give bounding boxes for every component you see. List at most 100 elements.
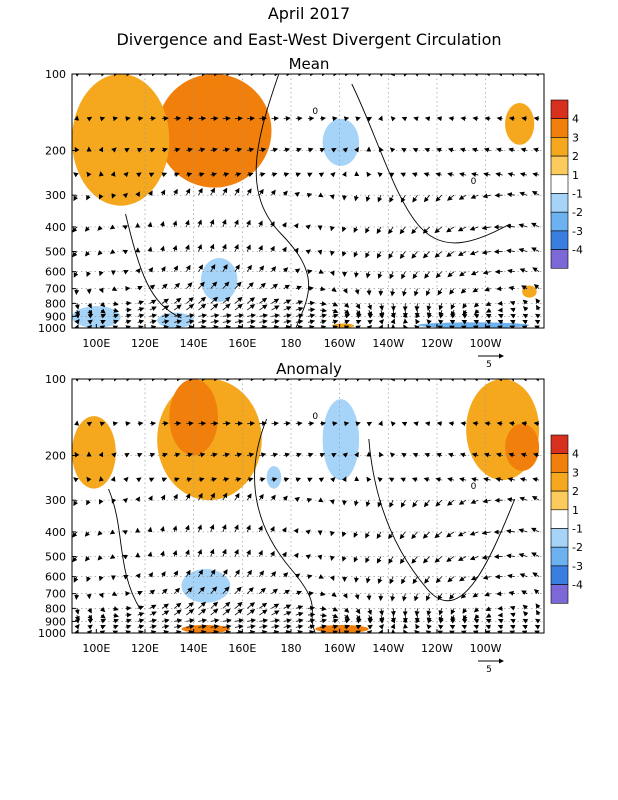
wind-vector — [415, 623, 421, 630]
wind-vector — [470, 270, 479, 276]
wind-vector — [459, 271, 467, 277]
wind-vector — [209, 548, 215, 557]
wind-vector — [483, 147, 491, 153]
wind-vector — [259, 618, 269, 624]
wind-vector — [523, 611, 529, 617]
colorbar-label: 1 — [572, 504, 579, 517]
wind-vector — [137, 307, 145, 312]
wind-vector — [332, 624, 339, 630]
wind-vector — [353, 556, 359, 563]
wind-vector — [295, 605, 304, 610]
wind-vector — [113, 301, 119, 306]
wind-vector — [531, 247, 540, 252]
wind-vector — [365, 500, 371, 507]
wind-vector — [377, 172, 383, 178]
wind-vector — [198, 492, 203, 501]
divergence-region-4 — [505, 423, 540, 471]
wind-vector — [450, 608, 456, 615]
wind-vector — [283, 589, 291, 595]
wind-vector — [509, 300, 516, 306]
wind-vector — [271, 266, 277, 272]
wind-vector — [469, 225, 479, 231]
wind-vector — [283, 624, 292, 630]
wind-vector — [186, 303, 195, 311]
wind-vector — [111, 498, 117, 504]
wind-vector — [518, 223, 528, 229]
wind-vector — [531, 552, 540, 557]
wind-vector — [307, 477, 313, 483]
wind-vector — [259, 282, 266, 289]
chart-title: April 2017 — [267, 4, 351, 23]
x-tick-label: 120E — [131, 337, 159, 350]
wind-vector — [307, 618, 316, 624]
x-tick-label: 100E — [82, 337, 110, 350]
wind-vector — [330, 225, 335, 232]
wind-vector — [377, 271, 383, 279]
wind-vector — [222, 618, 232, 624]
wind-vector — [379, 146, 384, 153]
zero-contour — [125, 213, 182, 319]
wind-vector — [389, 500, 394, 508]
wind-vector — [411, 531, 418, 540]
contour-label: 0 — [312, 412, 318, 422]
wind-vector — [74, 618, 81, 624]
wind-vector — [535, 603, 541, 609]
wind-vector — [98, 270, 104, 277]
wind-vector — [485, 624, 492, 630]
wind-vector — [271, 624, 280, 630]
wind-vector — [332, 618, 339, 624]
wind-vector — [483, 452, 491, 458]
wind-vector — [533, 283, 540, 290]
wind-vector — [173, 609, 182, 616]
wind-vector — [437, 593, 443, 601]
wind-vector — [234, 303, 243, 311]
wind-vector — [86, 171, 92, 178]
wind-vector — [210, 303, 219, 311]
wind-vector — [330, 171, 336, 178]
wind-vector — [319, 147, 326, 153]
wind-vector — [388, 226, 394, 235]
x-tick-label: 140E — [180, 642, 208, 655]
wind-vector — [259, 304, 268, 311]
wind-vector — [434, 556, 443, 563]
wind-vector — [294, 573, 301, 579]
wind-vector — [472, 287, 479, 293]
wind-vector — [283, 147, 291, 153]
wind-vector — [73, 576, 79, 583]
wind-vector — [389, 576, 395, 585]
wind-vector — [136, 477, 142, 483]
wind-vector — [448, 421, 455, 427]
wind-vector — [135, 268, 141, 274]
wind-vector — [401, 147, 407, 153]
wind-vector — [137, 319, 145, 325]
colorbar-label: 3 — [572, 131, 579, 144]
wind-vector — [259, 265, 265, 272]
wind-vector — [271, 147, 279, 153]
wind-vector — [98, 171, 104, 177]
panel-anomaly: 00Anomaly1002003004005006007008009001000… — [38, 360, 583, 675]
wind-vector — [388, 531, 394, 540]
wind-vector — [508, 285, 515, 291]
wind-vector — [148, 267, 154, 273]
wind-vector — [147, 221, 153, 228]
wind-vector — [73, 172, 79, 178]
wind-vector — [84, 251, 91, 257]
wind-vector — [99, 421, 106, 427]
wind-vector — [353, 271, 359, 278]
wind-vector — [438, 618, 444, 624]
wind-vector — [113, 624, 119, 630]
wind-vector — [222, 586, 230, 594]
wind-vector — [210, 492, 215, 501]
wind-vector — [149, 284, 156, 290]
wind-vector — [510, 314, 516, 319]
wind-vector — [147, 495, 153, 501]
wind-vector — [210, 601, 219, 609]
wind-vector — [401, 421, 408, 427]
wind-vector — [379, 618, 385, 624]
wind-vector — [186, 297, 194, 304]
wind-vector — [246, 609, 256, 616]
wind-vector — [125, 313, 132, 319]
wind-vector — [283, 421, 291, 427]
wind-vector — [331, 591, 337, 597]
wind-vector — [305, 249, 312, 255]
